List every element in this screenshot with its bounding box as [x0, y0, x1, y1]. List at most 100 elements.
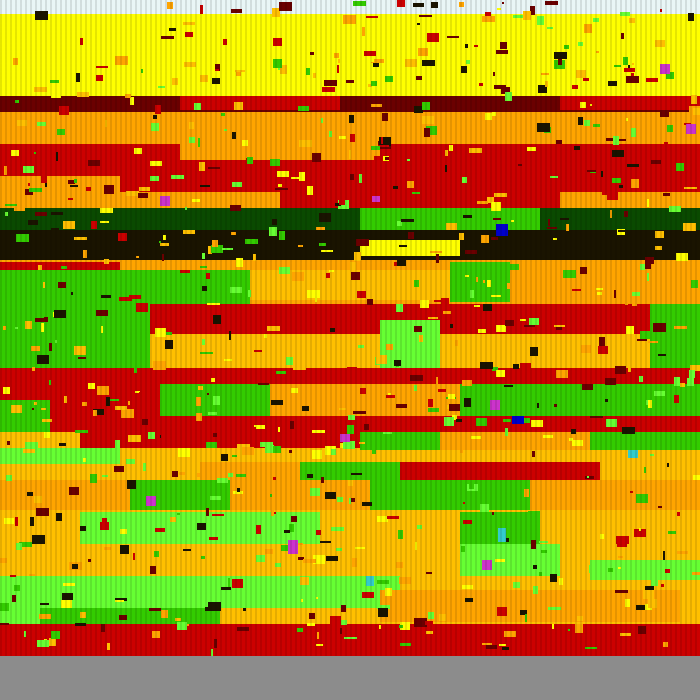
noise-speck: [242, 140, 248, 146]
noise-speck: [200, 75, 208, 82]
noise-speck: [574, 146, 580, 150]
noise-speck: [547, 227, 557, 229]
noise-speck: [628, 38, 630, 47]
noise-speck: [602, 186, 614, 195]
noise-speck: [39, 614, 51, 619]
accent-speck: [490, 400, 500, 410]
noise-speck: [431, 2, 438, 8]
noise-speck: [273, 59, 282, 68]
noise-speck: [520, 363, 531, 368]
noise-speck: [185, 207, 187, 210]
noise-speck: [351, 498, 355, 502]
noise-speck: [253, 254, 256, 261]
image-block: [650, 304, 700, 368]
noise-speck: [618, 230, 625, 232]
noise-speck: [11, 405, 22, 413]
noise-speck: [505, 92, 512, 101]
noise-speck: [396, 562, 403, 568]
noise-speck: [306, 68, 310, 75]
noise-speck: [469, 148, 482, 153]
noise-speck: [597, 292, 605, 295]
noise-speck: [626, 118, 628, 121]
noise-speck: [446, 223, 457, 230]
image-band: [0, 14, 700, 96]
noise-speck: [129, 295, 141, 299]
noise-speck: [462, 585, 473, 589]
noise-speck: [120, 529, 127, 534]
noise-speck: [337, 65, 339, 73]
noise-speck: [196, 397, 201, 406]
noise-speck: [316, 644, 323, 646]
noise-speck: [414, 280, 419, 287]
noise-speck: [101, 326, 103, 333]
noise-speck: [385, 76, 393, 82]
noise-speck: [587, 476, 589, 478]
noise-speck: [463, 215, 472, 218]
noise-speck: [367, 299, 373, 305]
noise-speck: [11, 150, 19, 156]
noise-speck: [399, 625, 403, 628]
image-block: [0, 144, 180, 160]
noise-speck: [501, 87, 510, 94]
noise-speck: [49, 343, 52, 351]
noise-speck: [306, 501, 315, 505]
noise-speck: [224, 129, 227, 131]
image-block: [360, 432, 440, 450]
noise-speck: [13, 58, 18, 65]
noise-speck: [75, 623, 86, 626]
noise-speck: [36, 508, 49, 516]
noise-speck: [96, 66, 108, 68]
noise-speck: [388, 393, 391, 395]
noise-speck: [45, 594, 52, 599]
noise-speck: [27, 492, 33, 496]
noise-speck: [401, 219, 414, 222]
noise-speck: [343, 441, 355, 449]
image-block: [250, 270, 450, 300]
noise-speck: [231, 232, 236, 235]
image-block: [0, 656, 700, 700]
noise-speck: [20, 344, 27, 352]
noise-speck: [324, 80, 337, 86]
noise-speck: [172, 471, 178, 477]
noise-speck: [172, 78, 178, 85]
noise-speck: [14, 585, 20, 591]
noise-speck: [593, 124, 600, 127]
noise-speck: [278, 427, 280, 432]
noise-speck: [548, 219, 550, 226]
noise-speck: [397, 221, 402, 226]
noise-speck: [316, 227, 325, 230]
noise-speck: [424, 128, 430, 137]
noise-speck: [407, 181, 414, 188]
noise-speck: [376, 355, 387, 364]
noise-speck: [674, 326, 687, 329]
noise-speck: [601, 614, 612, 622]
noise-speck: [110, 399, 119, 401]
noise-speck: [372, 447, 376, 454]
noise-speck: [576, 70, 586, 78]
noise-speck: [337, 339, 343, 345]
noise-speck: [88, 559, 91, 562]
noise-speck: [230, 287, 242, 293]
noise-speck: [63, 221, 75, 229]
noise-speck: [379, 625, 381, 629]
noise-speck: [196, 320, 205, 323]
noise-speck: [596, 288, 603, 290]
noise-speck: [264, 334, 267, 338]
noise-speck: [339, 136, 346, 139]
noise-speck: [665, 569, 670, 573]
noise-speck: [502, 2, 504, 4]
noise-speck: [566, 224, 569, 231]
noise-speck: [232, 132, 236, 139]
noise-speck: [436, 377, 438, 385]
noise-speck: [170, 517, 176, 522]
noise-speck: [130, 97, 134, 105]
noise-speck: [313, 73, 316, 78]
noise-speck: [138, 193, 148, 198]
noise-speck: [556, 140, 562, 144]
noise-speck: [325, 446, 336, 455]
noise-speck: [674, 395, 679, 403]
noise-speck: [59, 106, 69, 115]
noise-speck: [459, 2, 464, 7]
noise-speck: [537, 403, 539, 408]
noise-speck: [104, 185, 114, 194]
